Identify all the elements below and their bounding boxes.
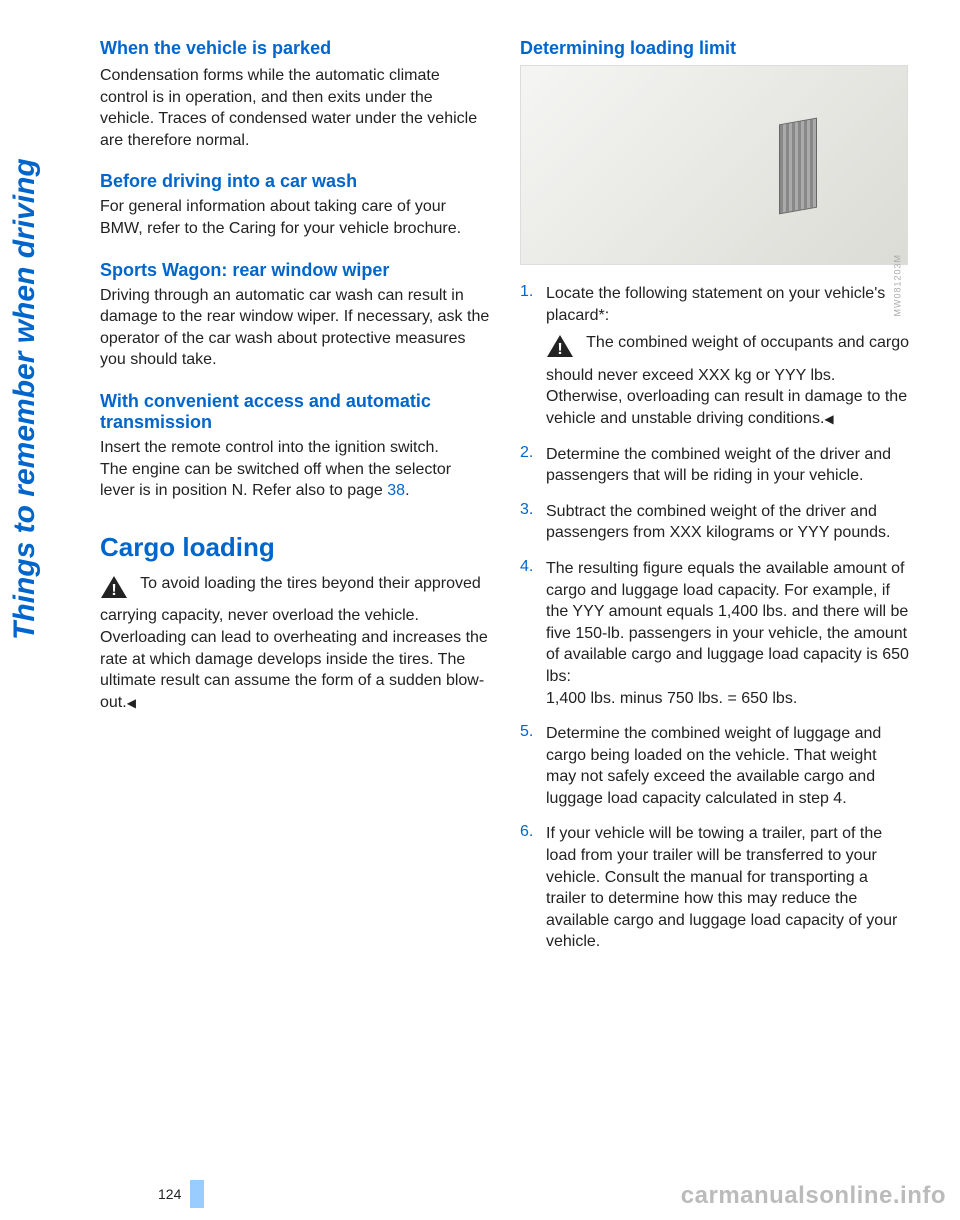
step-number: 6. [520,823,546,953]
step-text: If your vehicle will be towing a trailer… [546,823,910,953]
left-column: When the vehicle is parked Condensation … [100,38,490,967]
svg-text:!: ! [111,582,116,599]
warning-icon: ! [100,575,128,606]
page-link-38[interactable]: 38 [387,482,405,499]
text-rear-wiper: Driving through an automatic car wash ca… [100,285,490,371]
step-number: 3. [520,501,546,544]
right-column: Determining loading limit MW081203M 1. L… [520,38,910,967]
heading-convenient-access: With convenient access and automatic tra… [100,391,490,433]
side-section-title: Things to remember when driving [8,158,42,640]
heading-parked: When the vehicle is parked [100,38,490,59]
page-number: 124 [158,1186,181,1202]
step-warning-block: ! The combined weight of occupants and c… [546,332,910,429]
step-warning-text: The combined weight of occupants and car… [546,334,909,427]
text-convenient-2b: . [405,482,409,499]
step-number: 2. [520,444,546,487]
cargo-warning-block: ! To avoid loading the tires beyond thei… [100,573,490,714]
heading-loading-limit: Determining loading limit [520,38,910,59]
step-text: The resulting figure equals the availabl… [546,558,910,709]
step-text: Determine the combined weight of the dri… [546,444,910,487]
heading-rear-wiper: Sports Wagon: rear window wiper [100,260,490,281]
text-carwash: For general information about taking car… [100,196,490,239]
step-item: 4. The resulting figure equals the avail… [520,558,910,709]
text-parked: Condensation forms while the automatic c… [100,65,490,151]
text-convenient-1: Insert the remote control into the ignit… [100,437,490,459]
step-number: 1. [520,283,546,430]
step-text: Subtract the combined weight of the driv… [546,501,910,544]
step-item: 2. Determine the combined weight of the … [520,444,910,487]
step-body: Locate the following statement on your v… [546,283,910,430]
watermark-text: carmanualsonline.info [681,1182,946,1210]
cargo-warning-text: To avoid loading the tires beyond their … [100,575,488,711]
page-content: When the vehicle is parked Condensation … [100,38,910,967]
heading-carwash: Before driving into a car wash [100,171,490,192]
figure-code-label: MW081203M [893,254,903,317]
end-arrow-icon [824,410,833,427]
figure-placard: MW081203M [520,65,908,265]
step-item: 3. Subtract the combined weight of the d… [520,501,910,544]
svg-text:!: ! [557,341,562,358]
warning-icon: ! [546,334,574,365]
step-number: 5. [520,723,546,809]
heading-cargo-loading: Cargo loading [100,532,490,563]
text-convenient-2: The engine can be switched off when the … [100,459,490,502]
step-text: Locate the following statement on your v… [546,285,885,324]
step-number: 4. [520,558,546,709]
step-item: 6. If your vehicle will be towing a trai… [520,823,910,953]
step-text: Determine the combined weight of luggage… [546,723,910,809]
step-item: 1. Locate the following statement on you… [520,283,910,430]
step-item: 5. Determine the combined weight of lugg… [520,723,910,809]
page-indicator-bar [190,1180,204,1208]
placard-graphic [779,118,817,215]
end-arrow-icon [127,694,136,711]
